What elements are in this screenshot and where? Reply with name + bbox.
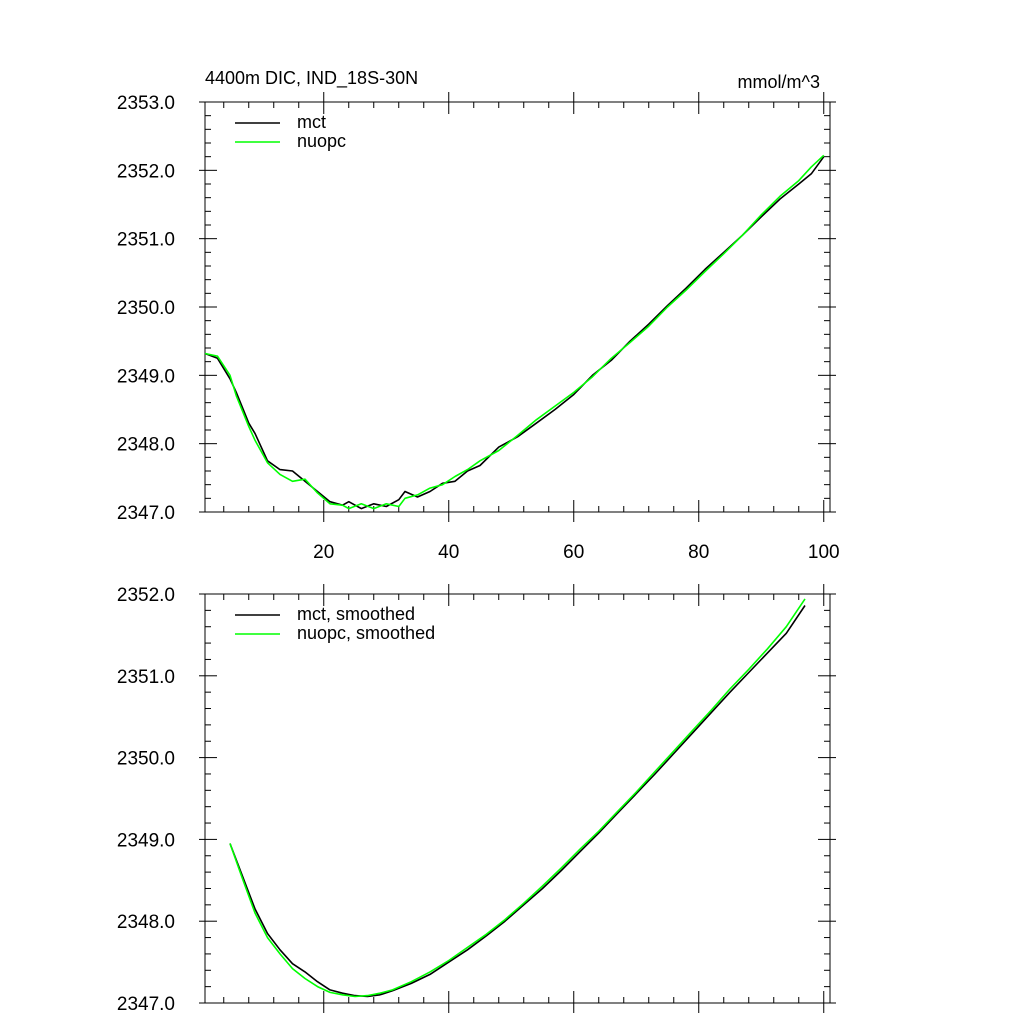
y-tick-label: 2347.0 [117,503,175,524]
series-line-mct [204,156,825,510]
plot-panel-2: 2347.0 2348.0 2349.0 2350.0 2351.0 2352.0 mct,… [117,584,836,1015]
legend-label: mct [297,112,326,132]
units-label: mmol/m^3 [738,72,820,92]
y-tick-label: 2348.0 [117,435,175,456]
y-tick-label: 2350.0 [117,749,175,770]
x-tick-label: 60 [563,542,584,563]
y-tick-label: 2352.0 [117,161,175,182]
x-tick-label: 100 [808,542,840,563]
legend-label: nuopc [297,131,346,151]
x-tick-label: 20 [313,542,334,563]
y-tick-label: 2350.0 [117,298,175,319]
y-tick-label: 2351.0 [117,230,175,251]
plot-panel-1: 20 40 60 80 100 2347.0 2348.0 2349.0 2350.0 2351.… [117,68,840,563]
y-tick-label: 2348.0 [117,912,175,933]
y-tick-label: 2352.0 [117,585,175,606]
y-tick-label: 2349.0 [117,366,175,387]
legend-label: mct, smoothed [297,604,415,624]
y-tick-label: 2351.0 [117,667,175,688]
x-tick-label: 40 [438,542,459,563]
series-line-nuopc-smoothed [229,598,806,998]
y-tick-label: 2347.0 [117,994,175,1015]
plot-frame [204,593,831,1004]
series-line-mct-smoothed [229,605,806,998]
series-line-nuopc [204,154,825,510]
y-tick-label: 2353.0 [117,93,175,114]
plot-frame [204,101,831,513]
chart-title: 4400m DIC, IND_18S-30N [205,68,418,89]
y-tick-label: 2349.0 [117,830,175,851]
x-tick-label: 80 [688,542,709,563]
legend-label: nuopc, smoothed [297,623,435,643]
